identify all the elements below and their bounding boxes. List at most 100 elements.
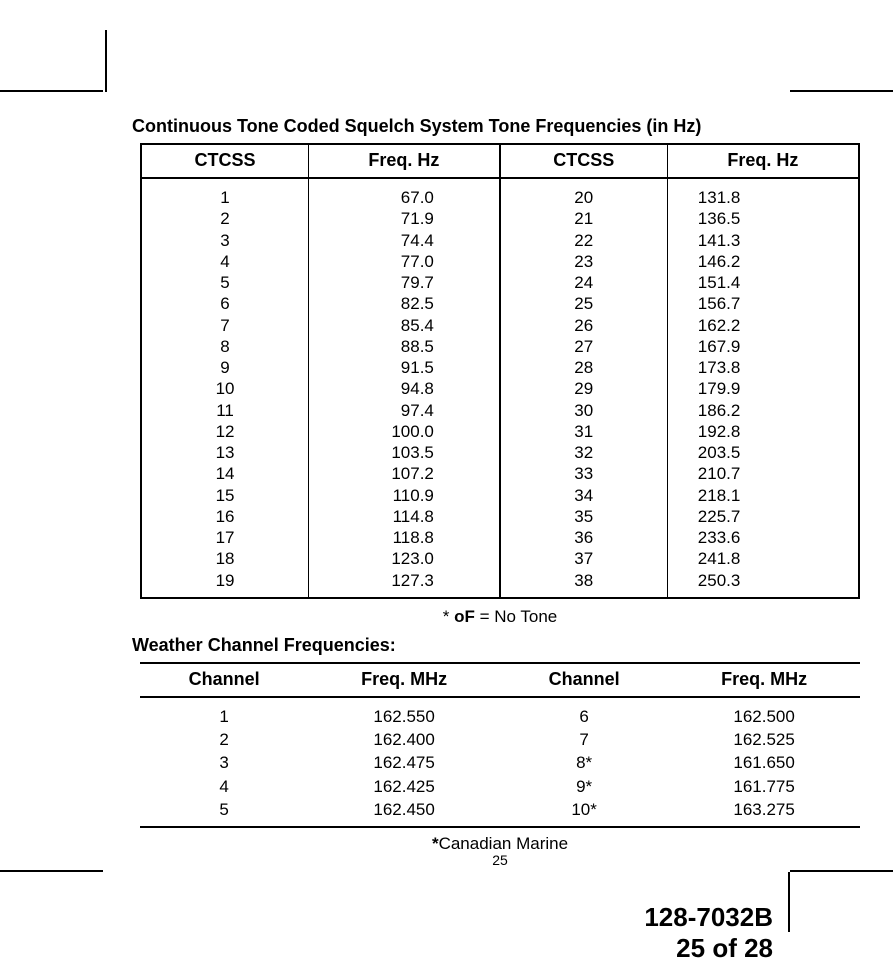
ctcss-cell-freq-right: 241.8: [667, 548, 859, 569]
ctcss-cell-freq-right: 162.2: [667, 315, 859, 336]
ctcss-row: 785.426162.2: [141, 315, 859, 336]
wx-th-4: Freq. MHz: [668, 663, 860, 697]
ctcss-cell-freq-left: 74.4: [309, 230, 500, 251]
ctcss-cell-freq-left: 97.4: [309, 400, 500, 421]
ctcss-cell-freq-left: 82.5: [309, 293, 500, 314]
ctcss-cell-num-right: 37: [500, 548, 668, 569]
ctcss-cell-freq-left: 77.0: [309, 251, 500, 272]
ctcss-cell-num-left: 4: [141, 251, 309, 272]
ctcss-cell-num-right: 20: [500, 178, 668, 208]
ctcss-cell-num-left: 19: [141, 570, 309, 598]
ctcss-cell-num-right: 27: [500, 336, 668, 357]
ctcss-cell-num-right: 25: [500, 293, 668, 314]
ctcss-row: 19127.338250.3: [141, 570, 859, 598]
wx-cell-freq-right: 162.500: [668, 697, 860, 728]
wx-cell-ch-left: 1: [140, 697, 308, 728]
ctcss-th-3: CTCSS: [500, 144, 668, 178]
no-tone-note: * oF = No Tone: [130, 607, 870, 627]
ctcss-row: 888.527167.9: [141, 336, 859, 357]
footer: 128-7032B 25 of 28: [0, 902, 893, 964]
ctcss-cell-num-right: 29: [500, 378, 668, 399]
ctcss-cell-freq-right: 203.5: [667, 442, 859, 463]
ctcss-cell-num-left: 16: [141, 506, 309, 527]
ctcss-cell-num-right: 24: [500, 272, 668, 293]
ctcss-cell-freq-left: 100.0: [309, 421, 500, 442]
wx-table: Channel Freq. MHz Channel Freq. MHz 1162…: [140, 662, 860, 828]
ctcss-cell-freq-right: 179.9: [667, 378, 859, 399]
page: Continuous Tone Coded Squelch System Ton…: [0, 0, 893, 964]
ctcss-cell-num-left: 5: [141, 272, 309, 293]
ctcss-cell-freq-left: 118.8: [309, 527, 500, 548]
ctcss-row: 271.921136.5: [141, 208, 859, 229]
ctcss-cell-num-right: 33: [500, 463, 668, 484]
wx-cell-ch-left: 5: [140, 798, 308, 827]
ctcss-cell-num-right: 23: [500, 251, 668, 272]
ctcss-cell-freq-left: 94.8: [309, 378, 500, 399]
ctcss-cell-num-left: 1: [141, 178, 309, 208]
ctcss-cell-num-left: 13: [141, 442, 309, 463]
wx-th-2: Freq. MHz: [308, 663, 500, 697]
ctcss-row: 477.023146.2: [141, 251, 859, 272]
canadian-marine-note: *Canadian Marine: [130, 834, 870, 854]
wx-cell-ch-right: 6: [500, 697, 668, 728]
ctcss-cell-freq-right: 146.2: [667, 251, 859, 272]
ctcss-th-4: Freq. Hz: [667, 144, 859, 178]
ctcss-row: 18123.037241.8: [141, 548, 859, 569]
ctcss-cell-num-left: 11: [141, 400, 309, 421]
marine-star: *: [432, 834, 439, 853]
wx-title: Weather Channel Frequencies:: [132, 635, 870, 656]
wx-row: 2162.4007162.525: [140, 728, 860, 751]
wx-cell-ch-right: 10*: [500, 798, 668, 827]
crop-vline-top: [105, 30, 107, 92]
ctcss-cell-num-right: 36: [500, 527, 668, 548]
footer-doc-number: 128-7032B: [0, 902, 773, 933]
ctcss-cell-num-left: 2: [141, 208, 309, 229]
ctcss-cell-freq-left: 114.8: [309, 506, 500, 527]
ctcss-cell-num-right: 26: [500, 315, 668, 336]
crop-marks-bottom: [0, 870, 893, 892]
ctcss-cell-freq-right: 173.8: [667, 357, 859, 378]
ctcss-row: 17118.836233.6: [141, 527, 859, 548]
ctcss-cell-num-right: 32: [500, 442, 668, 463]
wx-row: 4162.4259*161.775: [140, 775, 860, 798]
ctcss-cell-freq-right: 167.9: [667, 336, 859, 357]
ctcss-row: 991.528173.8: [141, 357, 859, 378]
ctcss-cell-num-left: 7: [141, 315, 309, 336]
crop-hline-top-right: [790, 90, 893, 92]
wx-cell-ch-right: 9*: [500, 775, 668, 798]
ctcss-cell-num-right: 21: [500, 208, 668, 229]
ctcss-cell-num-right: 28: [500, 357, 668, 378]
ctcss-row: 1197.430186.2: [141, 400, 859, 421]
wx-row: 3162.4758*161.650: [140, 751, 860, 774]
wx-th-3: Channel: [500, 663, 668, 697]
ctcss-table: CTCSS Freq. Hz CTCSS Freq. Hz 167.020131…: [140, 143, 860, 599]
wx-cell-freq-left: 162.450: [308, 798, 500, 827]
ctcss-cell-freq-left: 88.5: [309, 336, 500, 357]
ctcss-cell-num-left: 3: [141, 230, 309, 251]
ctcss-title: Continuous Tone Coded Squelch System Ton…: [132, 116, 870, 137]
wx-row: 1162.5506162.500: [140, 697, 860, 728]
ctcss-cell-num-left: 12: [141, 421, 309, 442]
wx-cell-ch-left: 2: [140, 728, 308, 751]
ctcss-row: 579.724151.4: [141, 272, 859, 293]
ctcss-th-1: CTCSS: [141, 144, 309, 178]
ctcss-cell-freq-left: 107.2: [309, 463, 500, 484]
ctcss-cell-freq-right: 218.1: [667, 485, 859, 506]
ctcss-cell-freq-left: 127.3: [309, 570, 500, 598]
wx-cell-freq-right: 163.275: [668, 798, 860, 827]
ctcss-row: 682.525156.7: [141, 293, 859, 314]
ctcss-header-row: CTCSS Freq. Hz CTCSS Freq. Hz: [141, 144, 859, 178]
wx-cell-freq-left: 162.475: [308, 751, 500, 774]
ctcss-cell-freq-left: 123.0: [309, 548, 500, 569]
wx-cell-freq-right: 162.525: [668, 728, 860, 751]
wx-header-row: Channel Freq. MHz Channel Freq. MHz: [140, 663, 860, 697]
ctcss-cell-freq-left: 67.0: [309, 178, 500, 208]
ctcss-cell-freq-right: 186.2: [667, 400, 859, 421]
ctcss-cell-num-left: 9: [141, 357, 309, 378]
ctcss-cell-freq-right: 210.7: [667, 463, 859, 484]
marine-text: Canadian Marine: [439, 834, 568, 853]
ctcss-cell-freq-right: 151.4: [667, 272, 859, 293]
ctcss-cell-freq-right: 192.8: [667, 421, 859, 442]
ctcss-cell-freq-left: 79.7: [309, 272, 500, 293]
wx-cell-ch-right: 8*: [500, 751, 668, 774]
